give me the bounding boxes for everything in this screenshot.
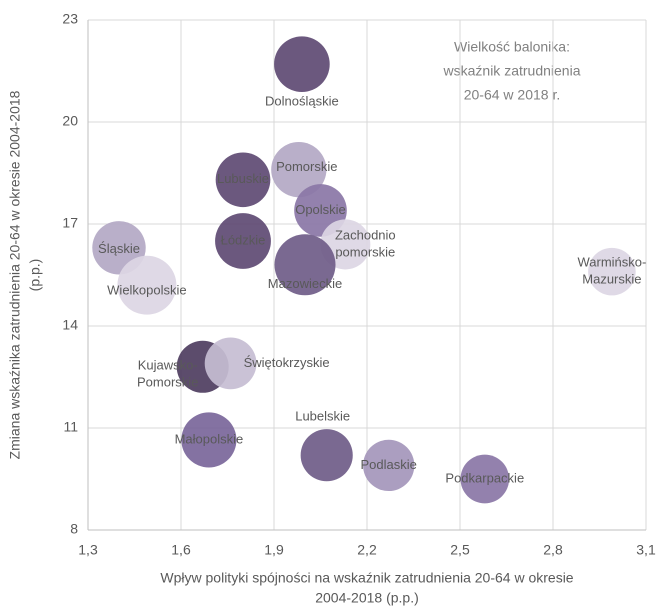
bubble xyxy=(460,454,510,504)
x-axis-label: Wpływ polityki spójności na wskaźnik zat… xyxy=(160,570,573,586)
x-tick-label: 1,3 xyxy=(78,542,98,558)
x-tick-label: 1,6 xyxy=(171,542,191,558)
data-label: Lubelskie xyxy=(295,409,350,424)
data-label: Łódzkie xyxy=(221,232,266,247)
data-label: Pomorskie xyxy=(137,375,198,390)
x-tick-label: 2,8 xyxy=(543,542,563,558)
annotation-line: wskaźnik zatrudnienia xyxy=(443,63,581,79)
data-label: pomorskie xyxy=(335,244,395,259)
data-label: Mazowieckie xyxy=(268,276,342,291)
annotation-line: Wielkość balonika: xyxy=(454,39,570,55)
bubble xyxy=(271,141,327,198)
data-label: Lubuskie xyxy=(217,171,269,186)
bubble xyxy=(300,429,353,482)
bubble xyxy=(588,247,636,296)
y-tick-label: 11 xyxy=(63,419,78,435)
data-label: Podlaskie xyxy=(361,457,417,472)
y-tick-label: 17 xyxy=(62,215,78,231)
y-tick-label: 20 xyxy=(62,113,78,129)
x-axis-label: 2004-2018 (p.p.) xyxy=(315,590,419,606)
x-tick-label: 1,9 xyxy=(264,542,284,558)
bubble xyxy=(117,255,177,315)
bubble xyxy=(181,412,237,468)
y-tick-label: 14 xyxy=(62,317,78,333)
x-tick-label: 2,5 xyxy=(450,542,470,558)
y-tick-label: 23 xyxy=(62,11,78,27)
data-label: Wielkopolskie xyxy=(107,283,186,298)
y-axis-label: (p.p.) xyxy=(27,259,43,292)
y-axis-label: Zmiana wskaźnika zatrudnienia 20-64 w ok… xyxy=(7,90,23,459)
annotation: Wielkość balonika: wskaźnik zatrudnienia 2… xyxy=(443,39,581,103)
data-label: Zachodnio xyxy=(335,227,396,242)
data-label: Kujawsko- xyxy=(138,358,198,373)
data-label: Śląskie xyxy=(98,241,140,256)
data-label: Świętokrzyskie xyxy=(244,355,330,370)
bubble xyxy=(215,152,271,208)
annotation-line: 20-64 w 2018 r. xyxy=(464,87,561,103)
data-label: Pomorskie xyxy=(276,159,337,174)
bubble xyxy=(204,337,257,390)
data-label: Małopolskie xyxy=(175,431,244,446)
y-tick-label: 8 xyxy=(70,521,78,537)
bubble xyxy=(363,439,415,492)
data-label: Dolnośląskie xyxy=(265,94,339,109)
bubble xyxy=(215,213,271,269)
data-label: Podkarpackie xyxy=(445,470,524,485)
bubble xyxy=(274,234,336,296)
bubble xyxy=(274,36,330,92)
x-tick-label: 2,2 xyxy=(357,542,377,558)
data-label: Warmińsko- xyxy=(577,255,646,270)
x-tick-label: 3,1 xyxy=(636,542,656,558)
data-label: Mazurskie xyxy=(582,272,641,287)
data-label: Opolskie xyxy=(295,202,346,217)
